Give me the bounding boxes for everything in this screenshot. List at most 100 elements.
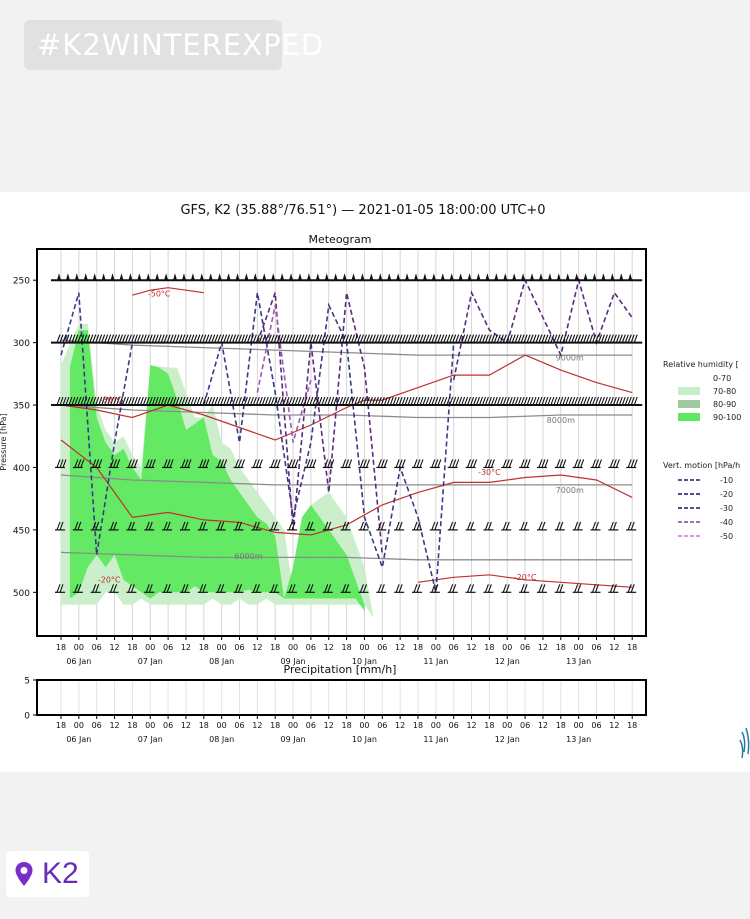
wind-barb-tick	[255, 459, 260, 468]
wind-barb-tick	[163, 459, 168, 468]
wind-barb-tick	[577, 459, 582, 468]
wind-barb-tick	[413, 396, 418, 406]
wind-barb-tick	[455, 334, 460, 343]
wind-barb-tick	[86, 334, 91, 343]
wind-barb	[295, 396, 308, 406]
wind-barb-tick	[467, 459, 472, 468]
wind-barb-flag	[315, 273, 320, 281]
wind-barb-tick	[157, 396, 162, 406]
wind-barb	[412, 521, 422, 531]
wind-barb-tick	[505, 459, 510, 468]
precip-x-tick-label: 06	[92, 721, 102, 730]
wind-barb-tick	[547, 334, 552, 343]
wind-barb-tick	[276, 334, 281, 343]
wind-barb	[394, 396, 406, 406]
wind-barb	[162, 273, 173, 281]
wind-barb	[144, 584, 155, 593]
main-x-tick-label: 12	[109, 643, 119, 652]
wind-barb	[447, 521, 458, 531]
humidity-legend-title: Relative humidity [	[663, 360, 739, 369]
wind-barb-tick	[130, 584, 135, 593]
wind-barb-tick	[148, 396, 153, 406]
wind-barb	[72, 273, 83, 281]
main-x-tick-label: 18	[199, 643, 209, 652]
main-x-tick-label: 12	[609, 643, 619, 652]
wind-barb-tick	[544, 459, 549, 468]
wind-barb-tick	[77, 521, 82, 531]
wind-barb-tick	[603, 396, 608, 406]
wind-barb	[313, 334, 326, 344]
wind-barb	[536, 334, 549, 344]
wind-barb-flag	[360, 273, 365, 281]
wind-barb	[63, 334, 76, 344]
wind-barb-tick	[568, 396, 573, 406]
wind-barb-tick	[342, 459, 347, 468]
height-line	[60, 474, 633, 486]
vertical-motion-legend: Vert. motion [hPa/h -10 -20 -30 -40 -50	[663, 461, 740, 541]
wind-barb-tick	[208, 334, 213, 343]
wind-barb	[215, 334, 228, 344]
temperature-label: -20°C	[514, 573, 537, 582]
wind-barb-tick	[574, 459, 579, 468]
wind-barb-tick	[538, 584, 543, 593]
wind-barb	[224, 396, 237, 406]
wind-barb-tick	[56, 334, 61, 343]
wind-barb-tick	[205, 396, 210, 406]
wind-barb-tick	[214, 334, 219, 343]
wind-barb-tick	[443, 396, 448, 406]
wind-barb-flag	[422, 273, 427, 281]
temperature-label: -30°C	[478, 468, 501, 477]
wind-barb-flag	[226, 273, 231, 281]
wind-barb-tick	[431, 584, 436, 593]
wind-barb-tick	[559, 521, 564, 531]
wind-barb-tick	[267, 334, 272, 343]
wind-barb-flag	[244, 273, 249, 281]
wind-barb-tick	[133, 459, 138, 468]
meteogram-frame	[36, 248, 647, 637]
precip-x-tick-label: 06	[163, 721, 173, 730]
wind-barb-tick	[74, 334, 79, 343]
wind-barb-tick	[220, 521, 225, 531]
wind-barb-flag	[601, 273, 606, 281]
wind-barb-tick	[380, 459, 385, 468]
wind-barb-tick	[330, 334, 335, 343]
wind-barb	[536, 459, 549, 469]
wind-barb	[153, 396, 165, 406]
height-line	[60, 551, 633, 561]
wind-barb	[519, 273, 530, 281]
wind-barb-tick	[556, 459, 561, 468]
wind-barb	[519, 584, 530, 593]
wind-barb	[376, 459, 388, 469]
wind-barb-flag	[628, 273, 633, 281]
wind-barb	[233, 334, 246, 344]
wind-barb-tick	[345, 396, 350, 406]
wind-barb	[197, 334, 210, 344]
wind-barb	[322, 396, 335, 406]
wind-barb-flag	[217, 273, 222, 281]
location-tag[interactable]: K2	[6, 851, 89, 897]
wind-barb-tick	[446, 396, 451, 406]
wind-barb-tick	[118, 396, 123, 406]
wind-barb	[81, 273, 92, 281]
wind-barb-tick	[368, 334, 373, 343]
wind-barb-tick	[252, 521, 257, 531]
wind-barb-tick	[255, 584, 260, 593]
wind-barb-tick	[169, 459, 174, 468]
vertical-motion-legend-label: -10	[720, 476, 733, 485]
wind-barb-tick	[467, 584, 472, 593]
wind-barb-tick	[419, 396, 424, 406]
wind-barb-tick	[470, 521, 475, 531]
wind-barb-tick	[166, 334, 171, 343]
wind-barb-tick	[612, 334, 617, 343]
wind-barb	[260, 334, 272, 344]
wind-barb	[233, 459, 246, 469]
wind-barb-tick	[133, 396, 138, 406]
wind-barb-tick	[452, 459, 457, 468]
precip-day-label: 06 Jan	[66, 735, 91, 744]
wind-barb-tick	[336, 334, 341, 343]
main-day-label: 08 Jan	[209, 657, 234, 666]
wind-barb	[179, 396, 192, 406]
wind-barb	[608, 584, 619, 593]
main-x-tick-label: 06	[306, 643, 316, 652]
precip-x-tick-label: 12	[109, 721, 119, 730]
